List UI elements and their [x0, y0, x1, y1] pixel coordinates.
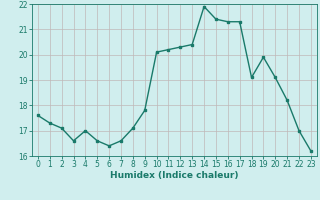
X-axis label: Humidex (Indice chaleur): Humidex (Indice chaleur) [110, 171, 239, 180]
